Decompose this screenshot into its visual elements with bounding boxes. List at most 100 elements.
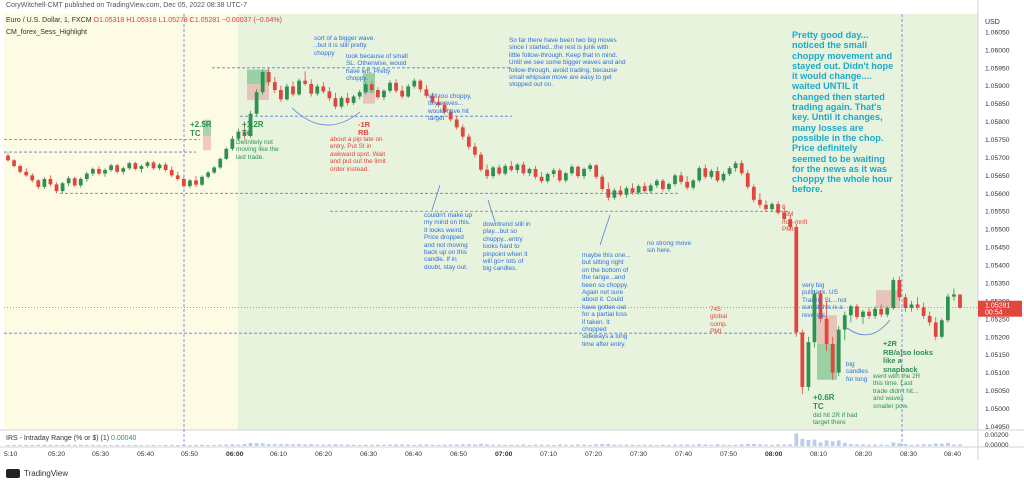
candle-body bbox=[563, 173, 568, 181]
irs-bar bbox=[812, 439, 817, 446]
candle-body bbox=[412, 80, 417, 87]
irs-bar bbox=[333, 444, 338, 446]
irs-bar bbox=[169, 444, 174, 446]
candle-body bbox=[497, 167, 502, 174]
candle-body bbox=[272, 82, 277, 91]
candle-body bbox=[491, 167, 495, 177]
tradingview-logo-icon bbox=[6, 469, 20, 478]
candle bbox=[855, 303, 859, 320]
candle bbox=[54, 182, 59, 194]
candle bbox=[897, 276, 902, 301]
candle-body bbox=[327, 91, 332, 99]
trade-box-stop bbox=[203, 135, 211, 151]
candle bbox=[612, 188, 617, 200]
candle bbox=[903, 293, 908, 312]
irs-bar bbox=[175, 445, 180, 446]
candle-body bbox=[448, 112, 453, 120]
irs-bar bbox=[952, 444, 956, 446]
candle-body bbox=[376, 90, 380, 98]
candle bbox=[945, 293, 950, 323]
annotation-bigger-wave: sort of a bigger wave. ..but it is still… bbox=[314, 35, 376, 57]
irs-bar bbox=[454, 444, 459, 446]
candle bbox=[24, 168, 29, 177]
annotation-no-strong-move: no strong move sin here. bbox=[647, 240, 692, 255]
irs-bar bbox=[879, 444, 884, 446]
y-tick-label: 1.05550 bbox=[985, 209, 1010, 216]
irs-bar bbox=[224, 444, 229, 446]
irs-bar bbox=[369, 444, 374, 446]
candle-body bbox=[115, 165, 120, 172]
candle-body bbox=[836, 329, 841, 373]
irs-bar bbox=[576, 444, 580, 446]
candle bbox=[151, 161, 156, 170]
irs-bar bbox=[242, 444, 247, 446]
irs-bar bbox=[248, 443, 253, 446]
wave-arc bbox=[846, 319, 891, 336]
candle-body bbox=[697, 168, 702, 181]
annotation-still-choppy: still too choppy, tiny waves... would ha… bbox=[428, 93, 472, 123]
irs-bar bbox=[873, 444, 877, 446]
candle bbox=[121, 166, 126, 175]
candle bbox=[36, 178, 41, 190]
irs-bar bbox=[588, 445, 592, 446]
irs-bar bbox=[618, 444, 623, 446]
irs-bar bbox=[36, 444, 41, 446]
irs-legend[interactable]: IRS - Intraday Range (% or $) (1) 0.0004… bbox=[6, 435, 136, 442]
candle-body bbox=[794, 227, 799, 333]
candle bbox=[624, 186, 629, 198]
candle-body bbox=[782, 212, 787, 220]
irs-bar bbox=[788, 444, 793, 446]
candle bbox=[563, 171, 568, 183]
candle bbox=[764, 200, 768, 212]
candle-body bbox=[212, 167, 217, 173]
brand-label: TradingView bbox=[24, 469, 69, 478]
candle bbox=[660, 178, 665, 192]
candle-body bbox=[576, 166, 580, 177]
candle bbox=[48, 175, 53, 187]
irs-tick-label: 0.00200 bbox=[985, 432, 1009, 439]
irs-bar bbox=[830, 441, 835, 446]
irs-bar bbox=[66, 444, 71, 446]
annotation-not-moving: Definitely not moving like the last trad… bbox=[236, 139, 279, 161]
candle-body bbox=[539, 176, 544, 182]
irs-bar bbox=[394, 444, 398, 446]
candle bbox=[770, 202, 774, 212]
candle bbox=[145, 161, 150, 169]
candle bbox=[260, 69, 265, 95]
candle bbox=[691, 178, 696, 190]
tradingview-brand[interactable]: TradingView bbox=[6, 469, 68, 478]
candle-body bbox=[685, 181, 690, 188]
candle-body bbox=[278, 90, 283, 100]
candle bbox=[539, 171, 544, 184]
irs-bar bbox=[515, 444, 520, 446]
irs-bar bbox=[891, 442, 896, 446]
trade-box-stop bbox=[363, 92, 375, 104]
y-tick-label: 1.05050 bbox=[985, 388, 1010, 395]
candle-body bbox=[897, 280, 902, 298]
indicator-name[interactable]: CM_forex_Sess_Highlight bbox=[6, 29, 87, 36]
candle bbox=[485, 164, 489, 179]
candle-body bbox=[466, 136, 471, 147]
irs-bar bbox=[18, 445, 23, 446]
candle-body bbox=[24, 171, 29, 176]
candle-body bbox=[636, 186, 641, 193]
irs-bar bbox=[660, 444, 665, 446]
candle bbox=[230, 135, 235, 151]
candle-body bbox=[958, 294, 962, 308]
trade-box-target bbox=[203, 119, 211, 136]
candle bbox=[733, 161, 738, 172]
candle-body bbox=[509, 166, 514, 170]
annotation-trade-3: -1R RB bbox=[358, 120, 371, 137]
irs-bar bbox=[527, 445, 532, 446]
irs-bar bbox=[91, 445, 95, 446]
y-tick-label: 1.05950 bbox=[985, 65, 1010, 72]
candle bbox=[885, 306, 890, 318]
irs-bar bbox=[776, 444, 780, 446]
irs-bar bbox=[727, 444, 732, 446]
candle bbox=[557, 168, 562, 183]
irs-bar bbox=[424, 444, 429, 446]
irs-bar bbox=[42, 444, 47, 446]
x-tick-label: 08:40 bbox=[944, 451, 961, 458]
candle bbox=[788, 214, 793, 230]
irs-bar bbox=[278, 444, 283, 446]
